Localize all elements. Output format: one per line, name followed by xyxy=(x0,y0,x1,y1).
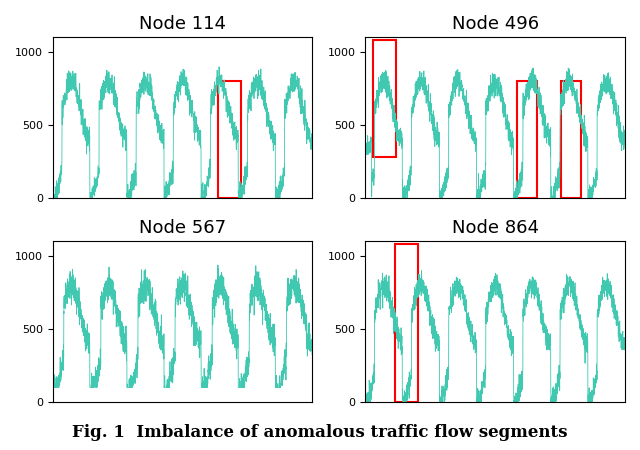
Text: Fig. 1  Imbalance of anomalous traffic flow segments: Fig. 1 Imbalance of anomalous traffic fl… xyxy=(72,424,568,441)
Title: Node 496: Node 496 xyxy=(452,15,539,33)
Title: Node 864: Node 864 xyxy=(452,219,539,237)
Title: Node 567: Node 567 xyxy=(139,219,226,237)
Bar xyxy=(395,244,419,402)
Bar xyxy=(517,81,537,198)
Bar xyxy=(218,81,241,198)
Title: Node 114: Node 114 xyxy=(139,15,226,33)
Bar xyxy=(373,40,396,157)
Bar xyxy=(561,81,581,198)
